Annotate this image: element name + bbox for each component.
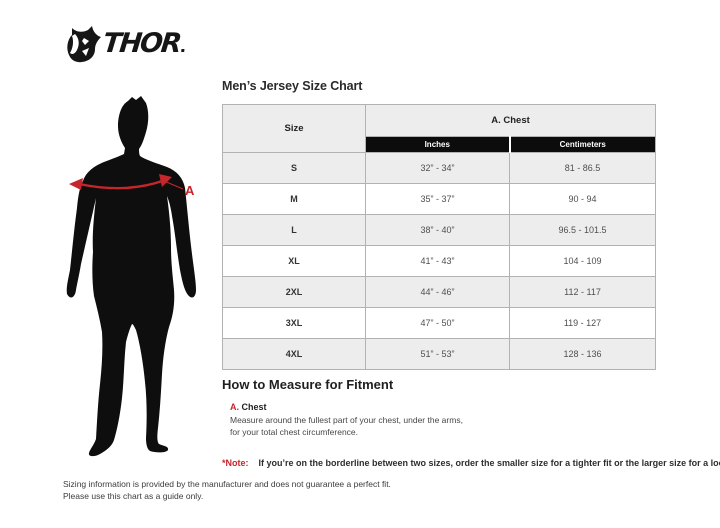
measure-item-letter: A.	[230, 402, 239, 412]
size-cell: 4XL	[222, 338, 366, 370]
size-column-header: Size	[222, 104, 366, 153]
sizing-note: *Note: If you’re on the borderline betwee…	[222, 458, 720, 468]
table-row: XL 41” - 43” 104 - 109	[222, 245, 657, 277]
thor-logo: THOR	[62, 24, 185, 64]
cm-cell: 81 - 86.5	[508, 152, 657, 184]
measure-item-name: Chest	[241, 402, 267, 412]
disclaimer-line2: Please use this chart as a guide only.	[63, 491, 204, 502]
table-row: S 32” - 34” 81 - 86.5	[222, 152, 657, 184]
trademark-dot	[180, 49, 185, 52]
inches-cell: 44” - 46”	[365, 276, 510, 308]
measure-label-a: A	[185, 183, 195, 198]
size-cell: 2XL	[222, 276, 366, 308]
measure-item-description: Measure around the fullest part of your …	[230, 415, 463, 438]
goat-head-icon	[67, 26, 101, 63]
measure-item-chest: A. Chest Measure around the fullest part…	[230, 402, 522, 439]
inches-cell: 32” - 34”	[365, 152, 510, 184]
size-chart-title: Men’s Jersey Size Chart	[222, 79, 363, 93]
inches-unit-header: Inches	[365, 136, 510, 153]
brand-wordmark: THOR	[101, 24, 187, 64]
disclaimer-line1: Sizing information is provided by the ma…	[63, 479, 391, 489]
chest-group-header: A. Chest	[364, 104, 657, 137]
centimeters-unit-header: Centimeters	[508, 136, 657, 153]
size-chart-table: Size A. Chest Inches Centimeters S 32” -…	[222, 104, 657, 370]
measure-item-heading: A. Chest	[230, 402, 522, 412]
male-silhouette: A	[66, 96, 197, 457]
table-row: M 35” - 37” 90 - 94	[222, 183, 657, 215]
cm-cell: 90 - 94	[508, 183, 657, 215]
size-cell: 3XL	[222, 307, 366, 339]
size-cell: M	[222, 183, 366, 215]
table-row: L 38” - 40” 96.5 - 101.5	[222, 214, 657, 246]
size-cell: L	[222, 214, 366, 246]
cm-cell: 119 - 127	[508, 307, 657, 339]
disclaimer: Sizing information is provided by the ma…	[63, 478, 391, 503]
inches-cell: 51” - 53”	[365, 338, 510, 370]
cm-cell: 104 - 109	[508, 245, 657, 277]
size-cell: S	[222, 152, 366, 184]
size-cell: XL	[222, 245, 366, 277]
how-to-measure-title: How to Measure for Fitment	[222, 377, 394, 392]
table-row: 4XL 51” - 53” 128 - 136	[222, 338, 657, 370]
cm-cell: 112 - 117	[508, 276, 657, 308]
inches-cell: 41” - 43”	[365, 245, 510, 277]
note-text: If you’re on the borderline between two …	[258, 458, 720, 468]
table-row: 2XL 44” - 46” 112 - 117	[222, 276, 657, 308]
chest-measure-arrow	[69, 174, 184, 190]
male-silhouette-figure: A	[52, 84, 218, 476]
inches-cell: 47” - 50”	[365, 307, 510, 339]
cm-cell: 96.5 - 101.5	[508, 214, 657, 246]
inches-cell: 38” - 40”	[365, 214, 510, 246]
cm-cell: 128 - 136	[508, 338, 657, 370]
note-label: *Note:	[222, 458, 249, 468]
table-row: 3XL 47” - 50” 119 - 127	[222, 307, 657, 339]
inches-cell: 35” - 37”	[365, 183, 510, 215]
how-to-measure-section: How to Measure for Fitment A. Chest Meas…	[222, 377, 522, 439]
